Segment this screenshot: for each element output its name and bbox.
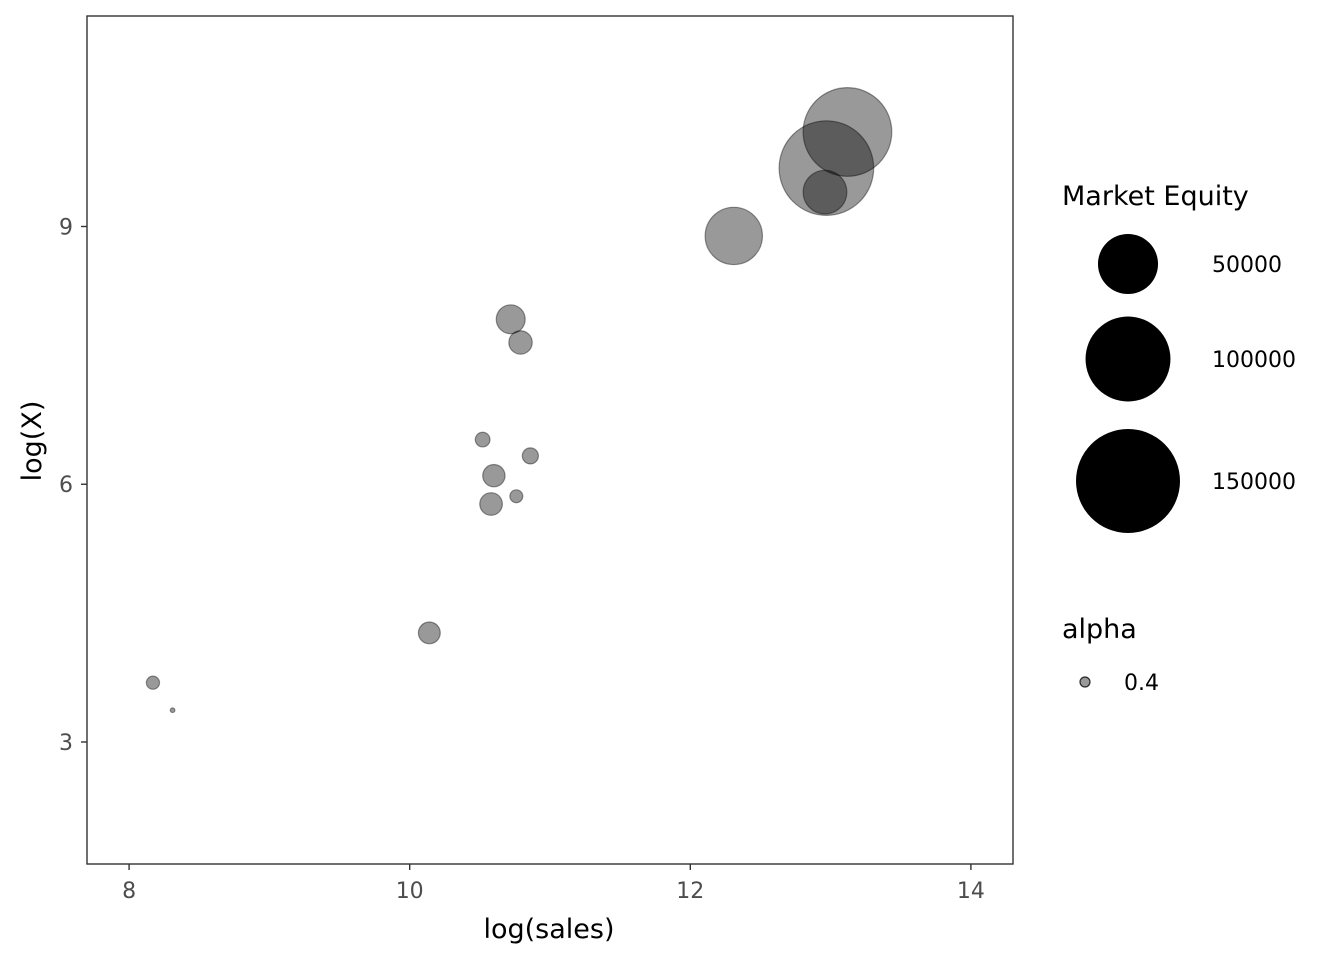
panel-border [86,15,1014,865]
data-point [474,431,491,448]
data-point [802,87,893,177]
y-axis-title: log(X) [17,401,48,482]
legend-size-key [1076,429,1180,533]
points-layer [145,87,893,714]
y-tick-label: 6 [59,473,73,498]
data-point [482,463,506,488]
x-axis: 8 10 12 14 [122,864,985,904]
data-point [479,492,503,516]
legend-size-label: 150000 [1212,470,1296,495]
x-tick-label: 14 [957,879,985,904]
x-tick-label: 8 [122,879,136,904]
data-point [509,489,524,504]
x-tick-label: 12 [676,879,704,904]
data-point [521,447,540,465]
legend-alpha: alpha 0.4 [1062,614,1159,696]
data-point [778,120,875,216]
legend-size-key [1085,316,1171,402]
legend-alpha-key [1079,676,1091,688]
data-point [145,675,161,690]
x-tick-label: 10 [396,879,424,904]
legend-size: Market Equity 50000 100000 150000 [1062,181,1296,533]
legend-size-title: Market Equity [1062,181,1249,212]
data-point [495,304,526,335]
data-point [508,330,533,355]
data-point [704,206,764,266]
legend-alpha-label: 0.4 [1124,671,1159,696]
y-tick-label: 3 [59,731,73,756]
y-axis: 3 6 9 [59,215,87,756]
data-point [802,169,848,215]
data-point [169,707,176,714]
y-tick-label: 9 [59,215,73,240]
legend-alpha-title: alpha [1062,614,1137,645]
legend-size-label: 50000 [1212,253,1282,278]
x-axis-title: log(sales) [483,914,614,945]
panel-background [87,16,1013,864]
legend-size-label: 100000 [1212,348,1296,373]
legend-size-key [1097,233,1159,295]
data-point [417,621,441,645]
